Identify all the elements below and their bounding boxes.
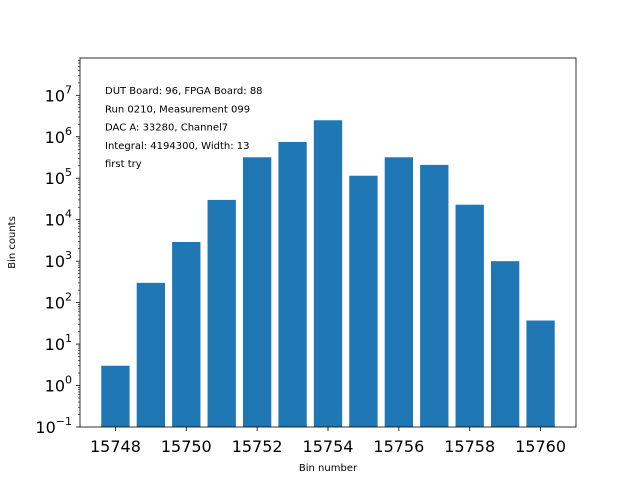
bar-15754: [313, 120, 343, 427]
bar-15758: [455, 204, 484, 427]
y-ticks-group: 10−1 100 101 102 103 104 105 106 107: [35, 59, 80, 437]
y-tick-label: 107: [45, 83, 72, 105]
bar-15756: [384, 157, 414, 428]
x-axis-label: Bin number: [299, 463, 358, 474]
x-tick-label: 15760: [515, 437, 566, 456]
x-tick-label: 15750: [161, 437, 212, 456]
annotation-block: DUT Board: 96, FPGA Board: 88 Run 0210, M…: [105, 86, 263, 170]
y-tick-label: 101: [45, 332, 72, 354]
bar-15759: [490, 261, 520, 427]
x-tick-label: 15756: [373, 437, 424, 456]
x-tick-label: 15752: [232, 437, 283, 456]
y-tick-label: 10−1: [35, 415, 72, 437]
x-ticks-group: 15748 15750 15752 15754 15756 15758 15760: [90, 427, 566, 456]
bar-15755: [349, 175, 378, 427]
bar-15760: [526, 320, 555, 427]
plot-frame: [79, 57, 577, 428]
bar-15757: [420, 164, 449, 427]
bar-15748: [101, 365, 130, 427]
y-axis-label: Bin counts: [7, 216, 18, 269]
annotation-line: Integral: 4194300, Width: 13: [105, 141, 250, 152]
y-tick-label: 103: [45, 249, 72, 271]
annotation-line: Run 0210, Measurement 099: [105, 104, 250, 115]
y-tick-label: 100: [45, 374, 72, 396]
bars-group: [101, 120, 555, 428]
bar-15752: [242, 157, 272, 428]
bar-15753: [278, 141, 307, 427]
y-tick-label: 104: [45, 208, 72, 230]
annotation-line: first try: [105, 159, 142, 170]
x-tick-label: 15754: [303, 437, 354, 456]
y-tick-label: 105: [45, 166, 72, 188]
annotation-line: DUT Board: 96, FPGA Board: 88: [105, 86, 263, 97]
x-tick-label: 15758: [444, 437, 495, 456]
bar-15749: [136, 282, 166, 427]
x-tick-label: 15748: [90, 437, 141, 456]
y-tick-label: 102: [45, 291, 72, 313]
annotation-line: DAC A: 33280, Channel7: [105, 123, 228, 134]
bar-15750: [172, 241, 201, 427]
bar-15751: [207, 199, 236, 427]
y-tick-label: 106: [45, 125, 72, 147]
